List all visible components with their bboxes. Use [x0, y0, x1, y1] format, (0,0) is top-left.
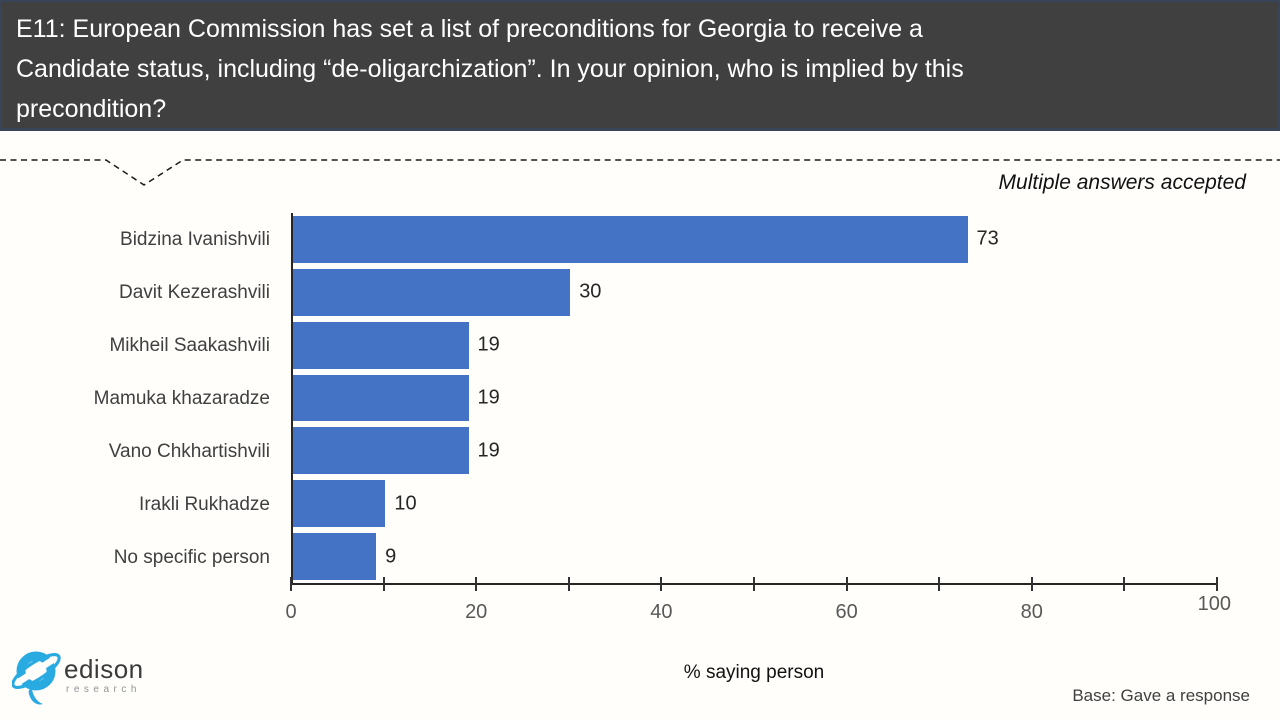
category-label: Mikheil Saakashvili	[109, 334, 270, 356]
bar	[293, 321, 469, 369]
edison-research-logo: edison research	[12, 644, 144, 708]
category-axis-labels: Bidzina Ivanishvili Davit Kezerashvili Mik…	[0, 213, 270, 585]
category-label: Vano Chkhartishvili	[108, 441, 270, 463]
bar-row: 10	[293, 477, 1217, 530]
bar	[293, 480, 386, 528]
axis-tick	[290, 577, 292, 591]
question-header: E11: European Commission has set a list …	[0, 0, 1280, 131]
axis-tick	[475, 577, 478, 591]
axis-tick	[1123, 577, 1126, 591]
bar	[293, 427, 469, 475]
bar	[293, 533, 377, 581]
axis-tick	[382, 577, 385, 591]
axis-tick	[660, 577, 663, 591]
axis-tick	[938, 577, 941, 591]
axis-tick	[567, 577, 570, 591]
base-note: Base: Gave a response	[1072, 686, 1250, 705]
bar-value-label: 10	[394, 492, 417, 515]
bar-row: 9	[293, 530, 1217, 583]
bar	[293, 216, 968, 263]
category-label: No specific person	[113, 547, 270, 569]
multiple-answers-note: Multiple answers accepted	[998, 171, 1246, 194]
bar-row: 19	[293, 424, 1217, 477]
bar-row: 30	[293, 266, 1217, 319]
bar-value-label: 19	[477, 386, 500, 409]
axis-tick-label: 60	[835, 601, 858, 623]
question-title-line1: E11: European Commission has set a list …	[16, 15, 923, 43]
axis-tick-label: 20	[465, 601, 488, 623]
bar-row: 19	[293, 319, 1217, 372]
x-axis-ticks	[290, 577, 1218, 591]
category-label: Mamuka khazaradze	[93, 387, 270, 409]
logo-text: edison research	[64, 656, 144, 695]
question-title-line3: precondition?	[16, 95, 167, 123]
bar-series: 73 30 19 19 19 10 9	[293, 213, 1217, 583]
axis-tick-label: 100	[1197, 593, 1232, 615]
category-label: Davit Kezerashvili	[119, 281, 270, 303]
axis-tick-label: 0	[285, 601, 297, 623]
axis-tick	[1030, 577, 1033, 591]
x-axis-tick-labels: 0 20 40 60 80 100	[285, 593, 1231, 627]
logo-name: edison	[64, 654, 144, 684]
axis-tick-label: 80	[1020, 601, 1043, 623]
bar	[293, 374, 469, 422]
bar-value-label: 9	[385, 545, 397, 568]
axis-tick-label: 40	[650, 601, 673, 623]
axis-tick	[845, 577, 848, 591]
bar-value-label: 19	[477, 333, 500, 356]
bar-row: 19	[293, 372, 1217, 425]
bar	[293, 268, 571, 316]
bar-row: 73	[293, 213, 1217, 266]
axis-tick	[753, 577, 755, 591]
axis-tick	[1216, 577, 1218, 591]
bar-value-label: 30	[579, 280, 602, 303]
x-axis-title: % saying person	[683, 662, 825, 683]
bar-value-label: 73	[976, 227, 999, 250]
category-label: Bidzina Ivanishvili	[120, 228, 270, 250]
category-label: Irakli Rukhadze	[139, 494, 270, 516]
bar-value-label: 19	[477, 439, 500, 462]
edison-logo-mark	[12, 651, 62, 705]
logo-subtitle: research	[66, 684, 141, 695]
question-title-line2: Candidate status, including “de-oligarch…	[16, 55, 964, 83]
bar-chart-plot: 73 30 19 19 19 10 9	[291, 213, 1217, 585]
dashed-separator-chevron	[0, 159, 1280, 186]
